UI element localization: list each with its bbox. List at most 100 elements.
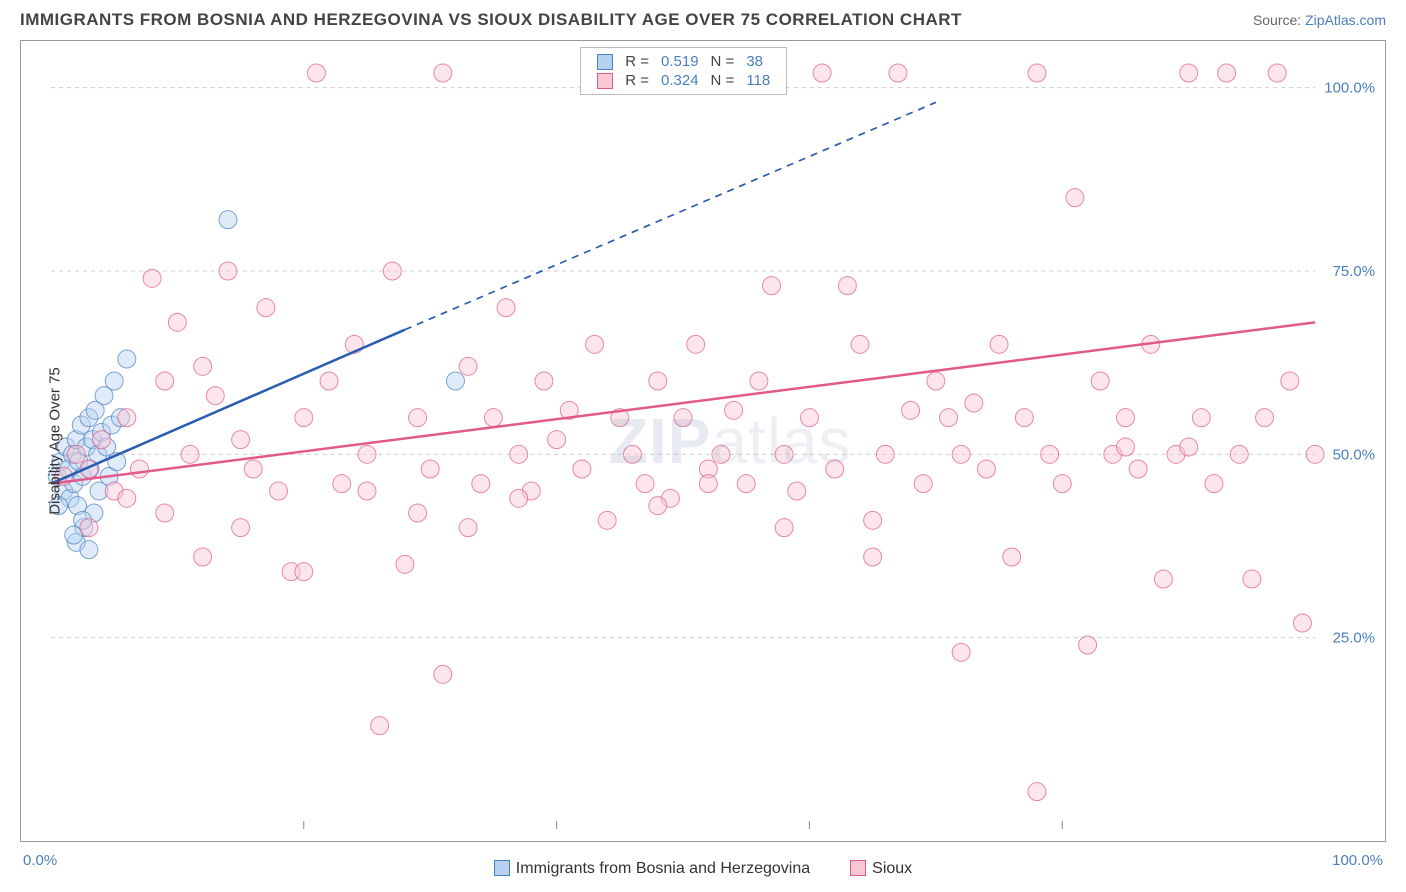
sioux-point (623, 445, 641, 463)
legend-swatch (494, 860, 510, 876)
sioux-point (535, 372, 553, 390)
sioux-point (67, 445, 85, 463)
sioux-point (687, 335, 705, 353)
legend-item: Immigrants from Bosnia and Herzegovina (494, 860, 810, 878)
bosnia-point (80, 541, 98, 559)
page-title: IMMIGRANTS FROM BOSNIA AND HERZEGOVINA V… (20, 10, 962, 30)
sioux-point (358, 445, 376, 463)
sioux-point (1028, 783, 1046, 801)
sioux-point (194, 548, 212, 566)
sioux-point (270, 482, 288, 500)
sioux-point (1015, 409, 1033, 427)
sioux-point (1116, 438, 1134, 456)
sioux-point (965, 394, 983, 412)
sioux-point (232, 431, 250, 449)
sioux-point (1180, 438, 1198, 456)
svg-text:75.0%: 75.0% (1333, 263, 1375, 280)
sioux-point (1028, 64, 1046, 82)
stats-row: R =0.519N =38 (591, 52, 776, 71)
sioux-point (333, 475, 351, 493)
r-label: R = (619, 71, 655, 90)
bosnia-point (118, 350, 136, 368)
sioux-point (510, 445, 528, 463)
legend-label: Sioux (872, 860, 912, 877)
bosnia-trendline-extrapolated (405, 102, 936, 329)
sioux-point (864, 511, 882, 529)
sioux-point (851, 335, 869, 353)
sioux-point (1243, 570, 1261, 588)
source-link[interactable]: ZipAtlas.com (1305, 12, 1386, 28)
sioux-point (636, 475, 654, 493)
sioux-point (674, 409, 692, 427)
sioux-point (548, 431, 566, 449)
sioux-point (775, 445, 793, 463)
legend-item: Sioux (850, 860, 912, 878)
sioux-point (320, 372, 338, 390)
sioux-point (409, 409, 427, 427)
sioux-point (232, 519, 250, 537)
sioux-point (1306, 445, 1324, 463)
legend-swatch (597, 54, 613, 70)
sioux-point (421, 460, 439, 478)
sioux-point (156, 504, 174, 522)
sioux-point (358, 482, 376, 500)
sioux-point (649, 372, 667, 390)
sioux-point (396, 555, 414, 573)
sioux-point (914, 475, 932, 493)
sioux-point (586, 335, 604, 353)
sioux-point (889, 64, 907, 82)
y-axis-label: Disability Age Over 75 (46, 367, 63, 515)
bosnia-point (219, 211, 237, 229)
sioux-point (459, 519, 477, 537)
sioux-point (371, 717, 389, 735)
sioux-point (459, 357, 477, 375)
sioux-point (902, 401, 920, 419)
sioux-point (1129, 460, 1147, 478)
sioux-point (1293, 614, 1311, 632)
r-label: R = (619, 52, 655, 71)
bosnia-point (446, 372, 464, 390)
stats-row: R =0.324N =118 (591, 71, 776, 90)
legend-swatch (850, 860, 866, 876)
sioux-point (510, 489, 528, 507)
sioux-point (206, 387, 224, 405)
sioux-point (800, 409, 818, 427)
sioux-point (876, 445, 894, 463)
sioux-point (130, 460, 148, 478)
chart-area: Disability Age Over 75 ZIPatlas 25.0%50.… (20, 40, 1386, 842)
sioux-point (1230, 445, 1248, 463)
sioux-point (93, 431, 111, 449)
sioux-point (712, 445, 730, 463)
sioux-point (1192, 409, 1210, 427)
sioux-point (219, 262, 237, 280)
sioux-point (1218, 64, 1236, 82)
sioux-point (484, 409, 502, 427)
sioux-point (750, 372, 768, 390)
sioux-point (80, 519, 98, 537)
sioux-trendline (51, 322, 1315, 483)
sioux-point (257, 299, 275, 317)
legend-label: Immigrants from Bosnia and Herzegovina (516, 860, 810, 877)
sioux-point (295, 409, 313, 427)
bosnia-point (105, 372, 123, 390)
sioux-point (1041, 445, 1059, 463)
r-value: 0.519 (655, 52, 705, 71)
svg-text:25.0%: 25.0% (1333, 630, 1375, 647)
sioux-point (838, 277, 856, 295)
sioux-point (383, 262, 401, 280)
sioux-point (788, 482, 806, 500)
sioux-point (118, 409, 136, 427)
n-label: N = (705, 71, 741, 90)
sioux-point (244, 460, 262, 478)
source-prefix: Source: (1253, 12, 1305, 28)
sioux-point (699, 475, 717, 493)
sioux-point (1281, 372, 1299, 390)
svg-text:100.0%: 100.0% (1324, 80, 1375, 97)
sioux-point (864, 548, 882, 566)
scatter-plot: 25.0%50.0%75.0%100.0% (21, 41, 1385, 841)
n-label: N = (705, 52, 741, 71)
sioux-point (1268, 64, 1286, 82)
sioux-point (472, 475, 490, 493)
sioux-point (737, 475, 755, 493)
sioux-point (775, 519, 793, 537)
